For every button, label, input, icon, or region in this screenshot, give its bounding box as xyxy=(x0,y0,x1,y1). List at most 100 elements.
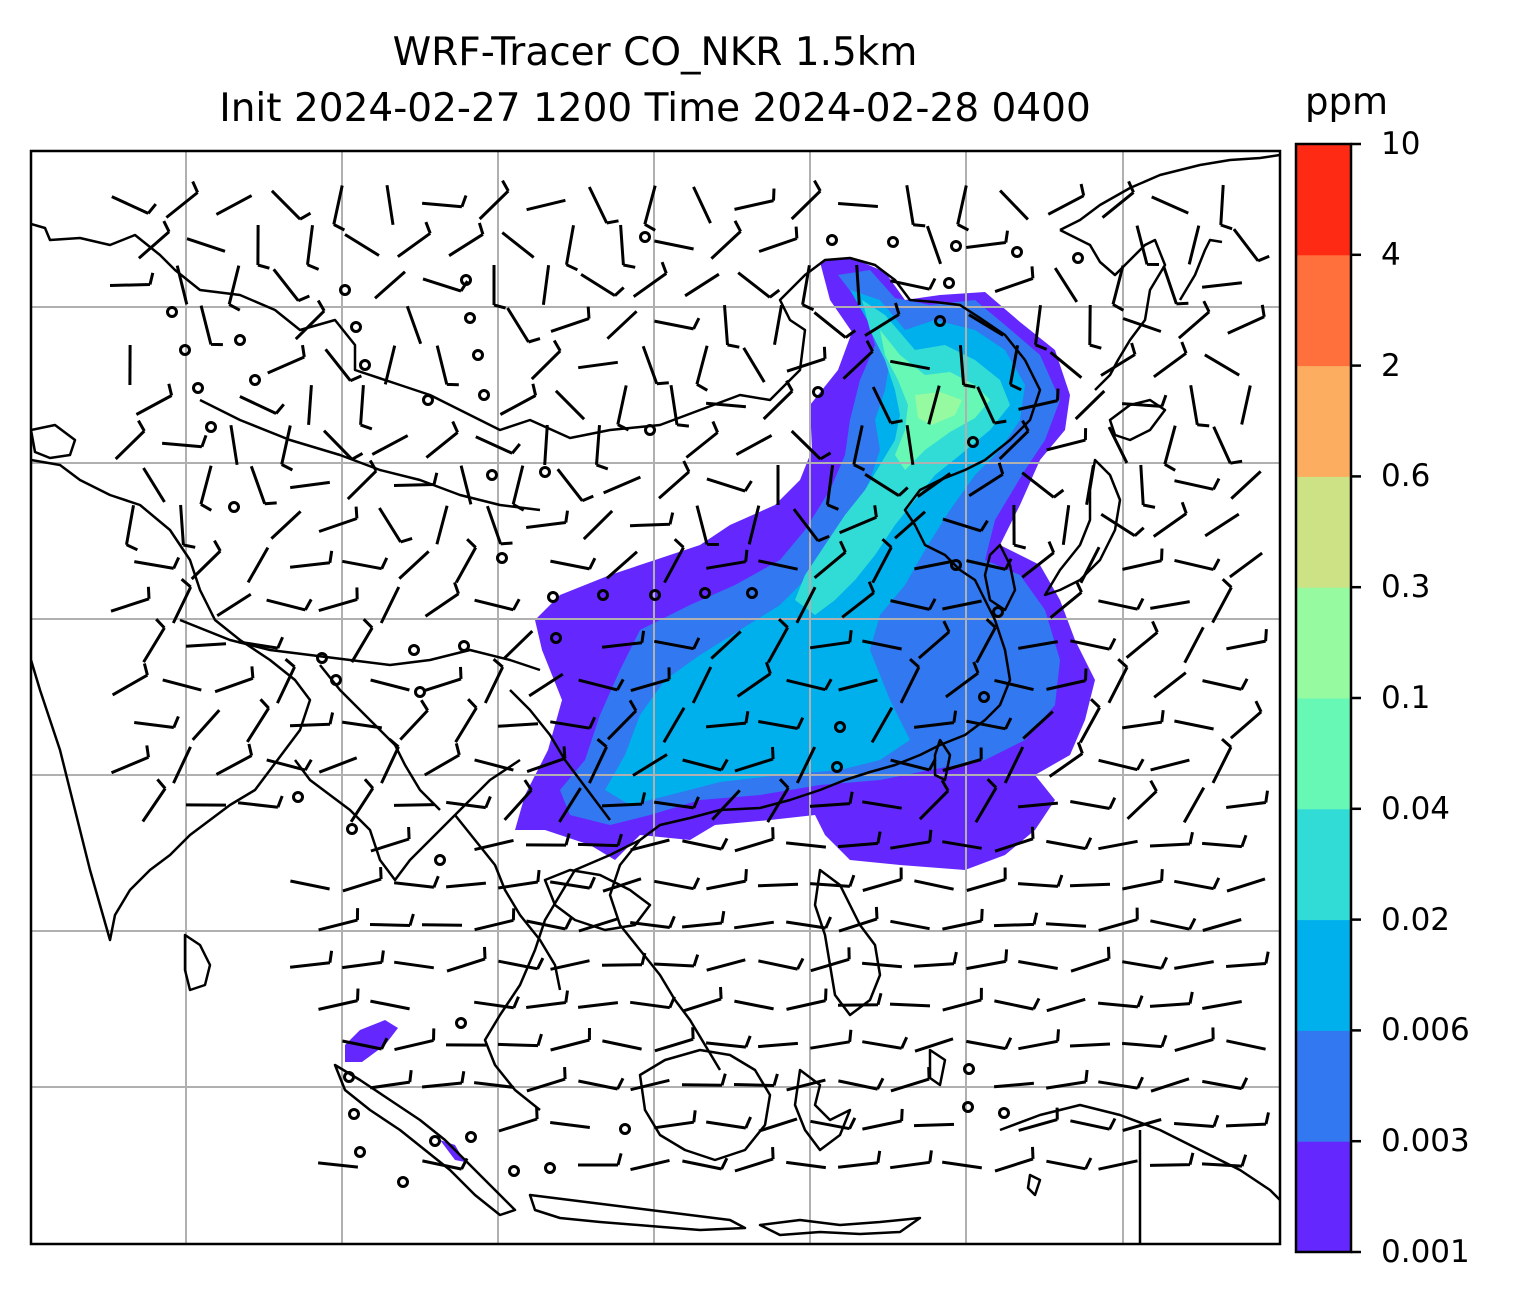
wind-barb xyxy=(809,791,854,808)
wind-barb xyxy=(1225,951,1270,968)
wind-barb xyxy=(758,716,805,730)
wind-barb xyxy=(578,917,618,933)
colorbar-unit-label: ppm xyxy=(1305,80,1389,123)
wind-barb xyxy=(813,311,857,339)
wind-barb xyxy=(342,867,383,893)
wind-barb xyxy=(435,345,459,387)
wind-barb xyxy=(838,906,879,933)
wind-barb xyxy=(606,310,638,340)
wind-barb xyxy=(396,221,432,258)
wind-barb xyxy=(790,179,822,221)
wind-barb xyxy=(1098,1159,1138,1171)
wind-barb xyxy=(1061,504,1071,546)
wind-barb xyxy=(1174,558,1221,572)
wind-barb xyxy=(810,1029,853,1050)
wind-barb xyxy=(109,272,155,287)
wind-barb xyxy=(1018,960,1058,970)
wind-barb xyxy=(588,738,608,784)
wind-barb xyxy=(602,1039,642,1051)
wind-barb xyxy=(1202,1000,1242,1010)
wind-barb xyxy=(249,465,277,506)
calm-wind-marker xyxy=(343,1071,355,1083)
wind-barb xyxy=(733,920,775,930)
wind-barb xyxy=(654,637,701,651)
wind-barb xyxy=(1069,1042,1111,1048)
wind-barb xyxy=(267,344,306,375)
wind-barb xyxy=(190,539,222,581)
wind-barb xyxy=(862,1108,904,1131)
wind-barb xyxy=(580,273,625,297)
wind-barb xyxy=(1182,786,1206,824)
wind-barb xyxy=(734,746,775,773)
wind-barb xyxy=(890,1067,931,1093)
wind-barb xyxy=(862,639,902,651)
wind-barb xyxy=(942,747,983,772)
wind-barb xyxy=(1204,512,1240,538)
wind-barb xyxy=(1226,790,1269,809)
wind-barb xyxy=(473,996,520,1010)
wind-barb xyxy=(786,678,833,692)
wind-barb xyxy=(942,908,984,931)
wind-barb xyxy=(653,796,700,810)
wind-barb xyxy=(370,999,410,1011)
colorbar-bin-2 xyxy=(1296,1030,1351,1142)
wind-barb xyxy=(813,540,847,579)
wind-barb xyxy=(773,305,783,345)
wind-barb xyxy=(705,401,747,409)
wind-barb xyxy=(695,345,709,392)
wind-barb xyxy=(137,220,171,260)
wind-barb xyxy=(1017,801,1059,809)
wind-barb xyxy=(966,230,1009,249)
coast-vietnam xyxy=(454,814,562,991)
wind-barb xyxy=(499,383,538,416)
wind-barb xyxy=(475,435,521,455)
wind-barb xyxy=(734,188,776,211)
wind-barb xyxy=(742,347,766,383)
wind-barb xyxy=(1003,746,1025,784)
colorbar-tick-label: 2 xyxy=(1381,347,1401,384)
wind-barb xyxy=(1053,267,1079,303)
wind-barb xyxy=(239,395,285,415)
wind-barb xyxy=(526,746,567,774)
calm-wind-marker xyxy=(950,559,962,571)
wind-barb xyxy=(616,385,630,432)
wind-barb xyxy=(369,913,415,927)
coast-sulawesi xyxy=(793,1068,852,1152)
wind-barb xyxy=(758,226,799,253)
colorbar-bin-6 xyxy=(1296,587,1351,699)
wind-barb xyxy=(1017,874,1064,888)
calm-wind-marker xyxy=(943,277,955,289)
calm-wind-marker xyxy=(458,640,470,652)
wind-barb xyxy=(899,657,921,704)
wind-barb xyxy=(350,618,374,663)
coast-tibet-border xyxy=(179,618,541,672)
wind-barb xyxy=(379,586,401,624)
wind-barb xyxy=(1018,1029,1060,1051)
wind-barb xyxy=(1150,758,1190,772)
coast-siberia xyxy=(1059,228,1167,391)
wind-barb xyxy=(1202,918,1242,932)
wind-barb xyxy=(1122,548,1164,571)
wind-barb xyxy=(474,908,516,932)
wind-barb xyxy=(927,385,941,425)
wind-barb xyxy=(810,947,851,973)
calm-wind-marker xyxy=(496,552,508,564)
wind-barb xyxy=(1204,353,1240,377)
wind-barb xyxy=(370,826,411,853)
wind-barb xyxy=(478,179,510,221)
wind-barb xyxy=(795,746,817,784)
wind-barb xyxy=(1153,671,1187,699)
wind-barb xyxy=(864,473,909,497)
wind-barb xyxy=(294,299,326,341)
coast-srilanka xyxy=(183,933,212,992)
wind-barb xyxy=(603,475,641,495)
wind-barb xyxy=(766,618,790,664)
wind-barb xyxy=(1021,541,1056,579)
map-title: WRF-Tracer CO_NKR 1.5km xyxy=(392,30,918,75)
wind-barb xyxy=(1074,389,1106,421)
wind-barb xyxy=(975,618,997,664)
wind-barb xyxy=(270,510,302,540)
wind-barb xyxy=(837,202,879,208)
wind-barb xyxy=(175,265,189,305)
